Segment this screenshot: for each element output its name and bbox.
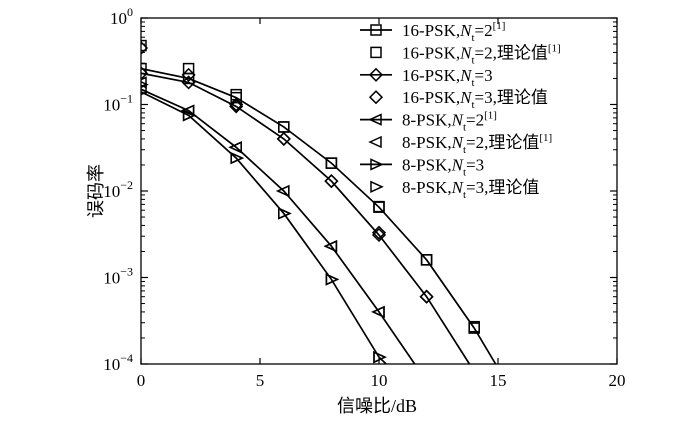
data-point xyxy=(323,240,338,253)
legend-marker xyxy=(368,67,384,82)
y-tick-label: 10−4 xyxy=(103,351,133,374)
series-6 xyxy=(141,76,385,319)
data-point xyxy=(324,174,339,189)
y-tick-label: 100 xyxy=(110,5,133,28)
x-tick-label: 20 xyxy=(609,371,626,390)
series-8 xyxy=(141,81,387,364)
legend-label: 16-PSK,Nt=3 xyxy=(402,66,493,89)
legend-entry: 8-PSK,Nt=3,理论值 xyxy=(370,178,539,201)
data-point xyxy=(141,39,147,52)
legend-entry: 8-PSK,Nt=2,理论值[1] xyxy=(368,132,552,156)
data-point xyxy=(229,97,244,112)
data-point xyxy=(420,254,433,266)
legend-marker xyxy=(370,46,382,59)
data-point xyxy=(141,66,149,81)
legend-label: 8-PSK,Nt=2,理论值[1] xyxy=(402,132,552,156)
data-point xyxy=(230,151,245,165)
legend-entry: 8-PSK,Nt=3 xyxy=(360,155,484,178)
data-point xyxy=(229,99,244,114)
data-point xyxy=(141,40,149,56)
legend-marker xyxy=(370,158,384,171)
legend-label: 16-PSK,Nt=2[1] xyxy=(402,20,505,44)
legend-marker xyxy=(370,180,384,193)
data-point xyxy=(371,225,387,240)
legend-label: 16-PSK,Nt=3,理论值 xyxy=(402,88,548,111)
y-tick-label: 10−1 xyxy=(103,92,133,115)
legend: 16-PSK,Nt=2[1]16-PSK,Nt=2,理论值[1]16-PSK,N… xyxy=(360,20,561,201)
data-point xyxy=(278,207,292,220)
legend-entry: 16-PSK,Nt=2,理论值[1] xyxy=(370,42,561,66)
legend-label: 8-PSK,Nt=3 xyxy=(402,155,484,178)
series-5 xyxy=(141,83,416,364)
legend-marker xyxy=(370,24,382,36)
data-point xyxy=(141,76,147,89)
data-point xyxy=(468,320,480,333)
data-point xyxy=(141,83,147,96)
data-point xyxy=(181,75,196,90)
y-tick-label: 10−3 xyxy=(103,265,133,288)
series-7 xyxy=(141,88,387,364)
x-tick-label: 10 xyxy=(371,371,388,390)
data-point xyxy=(182,62,195,75)
legend-entry: 16-PSK,Nt=3,理论值 xyxy=(368,88,548,111)
data-point xyxy=(325,273,340,286)
data-point xyxy=(419,289,434,304)
x-tick-label: 0 xyxy=(137,371,146,390)
legend-entry: 16-PSK,Nt=3 xyxy=(360,66,493,89)
data-point xyxy=(276,131,291,146)
data-point xyxy=(325,157,338,169)
data-point xyxy=(275,184,290,198)
series-line xyxy=(141,91,387,364)
data-point xyxy=(371,305,385,319)
series-line xyxy=(141,88,416,364)
legend-label: 8-PSK,Nt=3,理论值 xyxy=(402,178,539,201)
data-point xyxy=(181,67,196,82)
axes: 0 5 10 15 20 100 10−1 10−2 10−3 10−4 信噪比/dB 误码率 xyxy=(86,5,626,416)
data-point xyxy=(182,109,197,122)
x-axis-label: 信噪比/dB xyxy=(337,396,417,416)
legend-label: 8-PSK,Nt=2[1] xyxy=(402,110,497,134)
y-axis-label: 误码率 xyxy=(86,164,106,218)
legend-label: 16-PSK,Nt=2,理论值[1] xyxy=(402,42,561,66)
legend-marker xyxy=(368,113,382,126)
series-line xyxy=(141,72,471,364)
data-point xyxy=(373,200,385,213)
legend-marker xyxy=(368,135,382,149)
series-4 xyxy=(141,40,434,304)
data-point xyxy=(371,227,387,243)
legend-marker xyxy=(368,90,384,105)
data-point xyxy=(228,141,242,154)
x-tick-label: 5 xyxy=(256,371,265,390)
data-point xyxy=(141,62,147,75)
plot-area xyxy=(141,39,497,364)
y-tick-label: 10−2 xyxy=(103,178,133,201)
series-line xyxy=(141,67,497,364)
legend-entry: 16-PSK,Nt=2[1] xyxy=(360,20,505,44)
x-tick-label: 15 xyxy=(490,371,507,390)
legend-entry: 8-PSK,Nt=2[1] xyxy=(360,110,497,134)
